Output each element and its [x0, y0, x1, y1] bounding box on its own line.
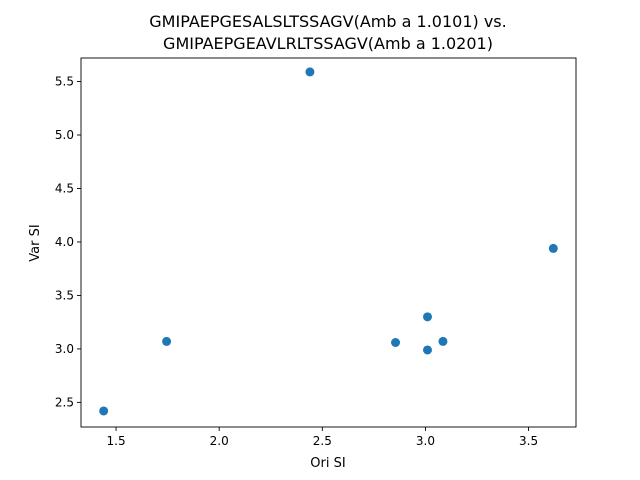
data-point-1 — [162, 336, 172, 346]
x-tick-label-1: 2.0 — [210, 434, 229, 448]
x-tick-label-4: 3.5 — [519, 434, 538, 448]
data-point-5 — [423, 345, 432, 355]
y-tick-label-2: 3.5 — [55, 288, 74, 302]
x-tick-label-3: 3.0 — [416, 434, 435, 448]
x-tick-label-2: 2.5 — [313, 434, 332, 448]
chart-title-line-2: GMIPAEPGEAVLRLTSSAGV(Amb a 1.0201) — [163, 34, 493, 53]
plot-background — [81, 58, 576, 427]
data-point-3 — [391, 338, 401, 348]
y-tick-label-0: 2.5 — [55, 395, 74, 409]
y-tick-label-4: 4.5 — [55, 181, 74, 195]
plot-area — [81, 58, 576, 427]
y-tick-label-3: 4.0 — [55, 235, 74, 249]
y-tick-label-5: 5.0 — [55, 128, 74, 142]
data-point-6 — [438, 336, 448, 346]
data-point-0 — [99, 406, 109, 416]
chart-title-line-1: GMIPAEPGESALSLTSSAGV(Amb a 1.0101) vs. — [149, 12, 506, 31]
y-tick-label-1: 3.0 — [55, 342, 74, 356]
axes: 1.5 2.0 2.5 3.0 3.5 2.5 3.0 3.5 4.0 4.5 5.0 5.5 — [55, 57, 577, 448]
axes-frame — [80, 57, 577, 428]
y-axis-label: Var SI — [28, 224, 43, 261]
data-point-7 — [548, 243, 558, 253]
x-axis-label: Ori SI — [310, 456, 345, 471]
y-tick-label-6: 5.5 — [55, 75, 74, 89]
data-point-2 — [305, 67, 315, 77]
chart-title: GMIPAEPGESALSLTSSAGV(Amb a 1.0101) vs. G… — [149, 12, 506, 53]
data-points — [99, 67, 558, 416]
data-point-4 — [423, 312, 432, 322]
x-tick-label-0: 1.5 — [107, 434, 126, 448]
